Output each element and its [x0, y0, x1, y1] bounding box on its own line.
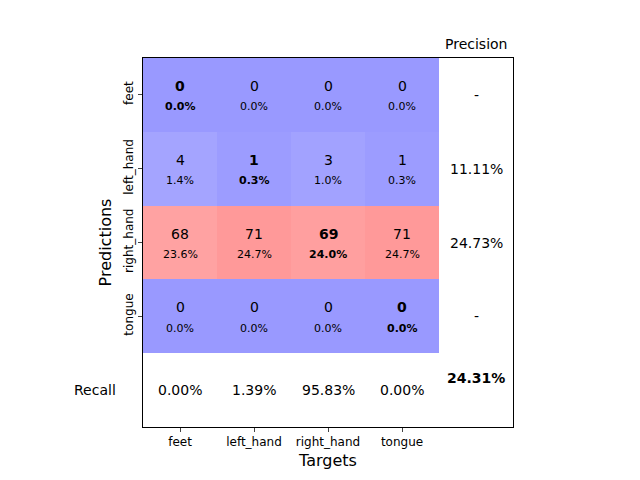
svg-text:Targets: Targets	[298, 451, 357, 470]
svg-text:feet: feet	[122, 81, 136, 105]
svg-text:0.0%: 0.0%	[166, 322, 194, 335]
svg-text:0: 0	[324, 299, 333, 315]
svg-text:1.4%: 1.4%	[166, 174, 194, 187]
svg-text:24.31%: 24.31%	[447, 370, 505, 386]
svg-text:right_hand: right_hand	[122, 209, 136, 273]
svg-text:0.0%: 0.0%	[240, 100, 268, 113]
svg-text:71: 71	[393, 226, 411, 242]
svg-text:tongue: tongue	[381, 435, 423, 449]
svg-text:0: 0	[398, 78, 407, 94]
svg-text:-: -	[474, 87, 479, 103]
svg-text:0.00%: 0.00%	[380, 382, 424, 398]
svg-text:24.7%: 24.7%	[237, 248, 272, 261]
svg-text:4: 4	[176, 152, 185, 168]
svg-text:0.3%: 0.3%	[388, 174, 416, 187]
svg-text:11.11%: 11.11%	[450, 161, 503, 177]
svg-text:1: 1	[398, 152, 407, 168]
svg-text:68: 68	[171, 226, 189, 242]
svg-text:69: 69	[319, 226, 338, 242]
svg-text:0.0%: 0.0%	[314, 322, 342, 335]
svg-text:0: 0	[176, 299, 185, 315]
svg-text:0: 0	[250, 299, 259, 315]
svg-text:1: 1	[249, 152, 259, 168]
svg-text:1.39%: 1.39%	[232, 382, 276, 398]
svg-text:left_hand: left_hand	[122, 139, 136, 195]
svg-text:0.0%: 0.0%	[387, 322, 418, 335]
svg-text:23.6%: 23.6%	[163, 248, 198, 261]
svg-text:24.73%: 24.73%	[450, 235, 503, 251]
svg-text:24.7%: 24.7%	[385, 248, 420, 261]
svg-text:95.83%: 95.83%	[302, 382, 355, 398]
svg-text:0.3%: 0.3%	[239, 174, 270, 187]
svg-text:24.0%: 24.0%	[309, 248, 347, 261]
svg-text:0: 0	[324, 78, 333, 94]
svg-text:-: -	[474, 308, 479, 324]
svg-text:0.0%: 0.0%	[165, 100, 196, 113]
svg-text:0: 0	[397, 299, 407, 315]
svg-text:Precision: Precision	[445, 36, 507, 52]
svg-text:feet: feet	[168, 435, 192, 449]
svg-text:0: 0	[250, 78, 259, 94]
svg-text:0.0%: 0.0%	[240, 322, 268, 335]
svg-text:3: 3	[324, 152, 333, 168]
svg-text:0.0%: 0.0%	[388, 100, 416, 113]
svg-text:0.0%: 0.0%	[314, 100, 342, 113]
svg-text:71: 71	[245, 226, 263, 242]
svg-text:0.00%: 0.00%	[158, 382, 202, 398]
svg-text:Predictions: Predictions	[96, 199, 115, 287]
svg-text:tongue: tongue	[122, 293, 136, 335]
svg-text:left_hand: left_hand	[226, 435, 282, 449]
svg-text:Recall: Recall	[74, 382, 116, 398]
svg-text:0: 0	[175, 78, 185, 94]
svg-text:right_hand: right_hand	[296, 435, 360, 449]
svg-text:1.0%: 1.0%	[314, 174, 342, 187]
